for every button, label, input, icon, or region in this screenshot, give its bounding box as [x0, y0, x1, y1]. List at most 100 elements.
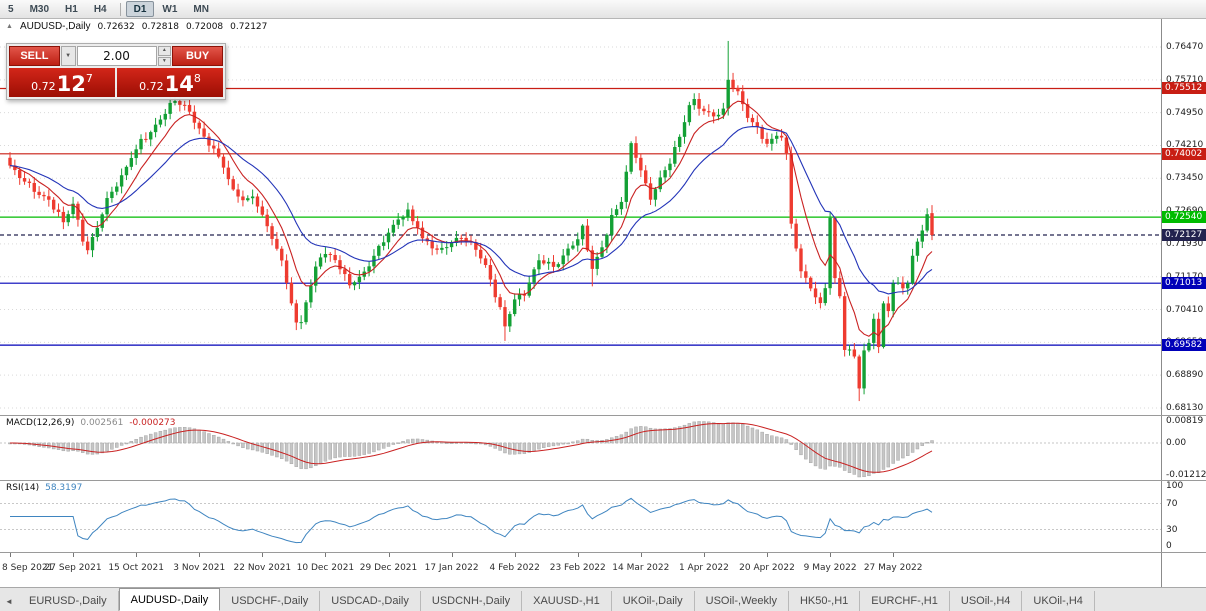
time-axis-tick	[767, 553, 768, 557]
tab-ukoil-h4[interactable]: UKOil-,H4	[1022, 591, 1095, 611]
open-value: 0.72632	[97, 21, 135, 32]
chart-ohlc-header: ▲ AUDUSD-,Daily 0.72632 0.72818 0.72008 …	[6, 21, 267, 32]
lot-dropdown-button[interactable]: ▼	[60, 46, 76, 66]
timeframe-button-w1[interactable]: W1	[154, 1, 185, 17]
time-axis-tick	[10, 553, 11, 557]
timeframe-button-h1[interactable]: H1	[57, 1, 86, 17]
main-price-chart-panel[interactable]: ▲ AUDUSD-,Daily 0.72632 0.72818 0.72008 …	[0, 19, 1161, 415]
buy-price-big: 14	[164, 72, 194, 96]
macd-signal-value: -0.000273	[129, 418, 176, 428]
price-axis-tick: 0.71930	[1166, 238, 1204, 249]
price-axis-tick: 0.73450	[1166, 173, 1204, 184]
tab-eurusd-daily[interactable]: EURUSD-,Daily	[18, 591, 119, 611]
tab-xauusd-h1[interactable]: XAUUSD-,H1	[522, 591, 612, 611]
time-axis[interactable]: 8 Sep 2021 27 Sep 2021 15 Oct 2021 3 Nov 20…	[0, 553, 1161, 587]
lot-size-input[interactable]	[76, 46, 157, 66]
tab-scroll-left-icon[interactable]: ◄	[5, 596, 13, 606]
rsi-panel[interactable]: RSI(14) 58.3197	[0, 481, 1161, 552]
tab-usdcnh-daily[interactable]: USDCNH-,Daily	[421, 591, 523, 611]
buy-button[interactable]: BUY	[172, 46, 223, 66]
rsi-axis-tick: 0	[1166, 541, 1172, 551]
date-label: 10 Dec 2021	[296, 563, 355, 573]
time-axis-tick	[388, 553, 390, 557]
support-line-price-tag: 0.71013	[1162, 277, 1206, 290]
resistance-line-price-tag: 0.74002	[1162, 147, 1206, 160]
current-price-line-price-tag: 0.72127	[1162, 228, 1206, 241]
macd-panel[interactable]: MACD(12,26,9) 0.002561 -0.000273	[0, 416, 1161, 480]
time-axis-tick	[451, 553, 453, 557]
date-label: 3 Nov 2021	[173, 563, 226, 573]
time-axis-divider	[0, 552, 1206, 553]
time-axis-tick	[577, 553, 579, 557]
date-label: 27 May 2022	[863, 563, 923, 573]
timeframe-button-m30[interactable]: M30	[22, 1, 57, 17]
time-axis-tick	[262, 553, 264, 557]
price-axis-tick: 0.68130	[1166, 403, 1204, 413]
date-label: 8 Sep 2021	[2, 563, 54, 573]
chevron-down-icon: ▼	[65, 53, 72, 59]
price-axis-tick: 0.74210	[1166, 140, 1204, 151]
rsi-label: RSI(14) 58.3197	[6, 483, 82, 493]
time-axis-tick	[703, 553, 705, 557]
low-value: 0.72008	[185, 21, 224, 32]
rsi-axis-tick: 100	[1166, 481, 1184, 491]
macd-name: MACD(12,26,9)	[6, 418, 75, 428]
date-label: 17 Jan 2022	[424, 563, 479, 573]
price-axis-tick: 0.72690	[1166, 206, 1203, 216]
high-value: 0.72818	[141, 21, 179, 32]
time-axis-tick	[893, 553, 895, 557]
time-axis-tick	[73, 553, 75, 557]
time-axis-tick	[325, 553, 327, 557]
tab-ukoil-daily[interactable]: UKOil-,Daily	[612, 591, 695, 611]
sell-price-button[interactable]: 0.72 12 7	[9, 68, 115, 97]
resistance-line-price-tag: 0.75512	[1162, 82, 1206, 95]
lot-stepper: ▲ ▼	[157, 46, 172, 66]
macd-chart-canvas[interactable]	[0, 416, 1161, 480]
lot-increment-button[interactable]: ▲	[157, 46, 172, 56]
panel-resize-divider[interactable]	[0, 415, 1206, 416]
price-axis-tick: 0.74950	[1166, 107, 1204, 118]
sell-button[interactable]: SELL	[9, 46, 60, 66]
timeframe-button-d1[interactable]: D1	[125, 1, 155, 17]
lot-decrement-button[interactable]: ▼	[157, 56, 172, 66]
tab-usoil-weekly[interactable]: USOil-,Weekly	[695, 591, 789, 611]
macd-axis: 0.00819 0.00 -0.01212	[1161, 416, 1206, 480]
rsi-axis-tick: 30	[1166, 524, 1178, 535]
date-label: 27 Sep 2021	[44, 563, 102, 573]
date-label: 22 Nov 2021	[233, 563, 292, 573]
rsi-value: 58.3197	[45, 483, 83, 493]
tab-usdcad-daily[interactable]: USDCAD-,Daily	[320, 591, 421, 611]
rsi-chart-canvas[interactable]	[0, 481, 1161, 552]
sell-price-big: 12	[56, 72, 86, 96]
price-axis-tick: 0.71170	[1166, 272, 1203, 282]
rsi-name: RSI(14)	[6, 483, 40, 493]
buy-price-button[interactable]: 0.72 14 8	[117, 68, 223, 97]
time-axis-tick	[830, 553, 832, 557]
buy-price-prefix: 0.72	[139, 80, 164, 93]
support-line-price-tag: 0.69582	[1162, 339, 1206, 352]
macd-axis-tick: 0.00819	[1166, 416, 1204, 426]
macd-label: MACD(12,26,9) 0.002561 -0.000273	[6, 418, 176, 428]
panel-resize-divider[interactable]	[0, 480, 1206, 481]
date-label: 29 Dec 2021	[359, 563, 418, 573]
price-axis-tick: 0.76470	[1166, 42, 1204, 52]
tab-usoil-h4[interactable]: USOil-,H4	[950, 591, 1023, 611]
date-label: 14 Mar 2022	[612, 563, 670, 573]
timeframe-button-h4[interactable]: H4	[86, 1, 115, 17]
date-label: 23 Feb 2022	[549, 563, 606, 573]
timeframe-button-mn[interactable]: MN	[185, 1, 217, 17]
macd-main-value: 0.002561	[80, 418, 124, 428]
close-value: 0.72127	[230, 21, 268, 32]
tab-audusd-daily[interactable]: AUDUSD-,Daily	[118, 588, 221, 611]
time-axis-tick	[514, 553, 516, 557]
price-chart-canvas[interactable]	[0, 19, 1161, 415]
date-label: 1 Apr 2022	[678, 563, 729, 573]
tab-hk50-h1[interactable]: HK50-,H1	[789, 591, 861, 611]
timeframe-button-5[interactable]: 5	[0, 1, 22, 17]
tab-eurchf-h1[interactable]: EURCHF-,H1	[860, 591, 950, 611]
tab-usdchf-daily[interactable]: USDCHF-,Daily	[220, 591, 321, 611]
price-axis[interactable]: 0.76470 0.75710 0.74950 0.74210 0.73450 0.726…	[1161, 19, 1206, 415]
date-label: 4 Feb 2022	[489, 563, 540, 573]
panel-toggle-icon[interactable]: ▲	[6, 23, 13, 30]
